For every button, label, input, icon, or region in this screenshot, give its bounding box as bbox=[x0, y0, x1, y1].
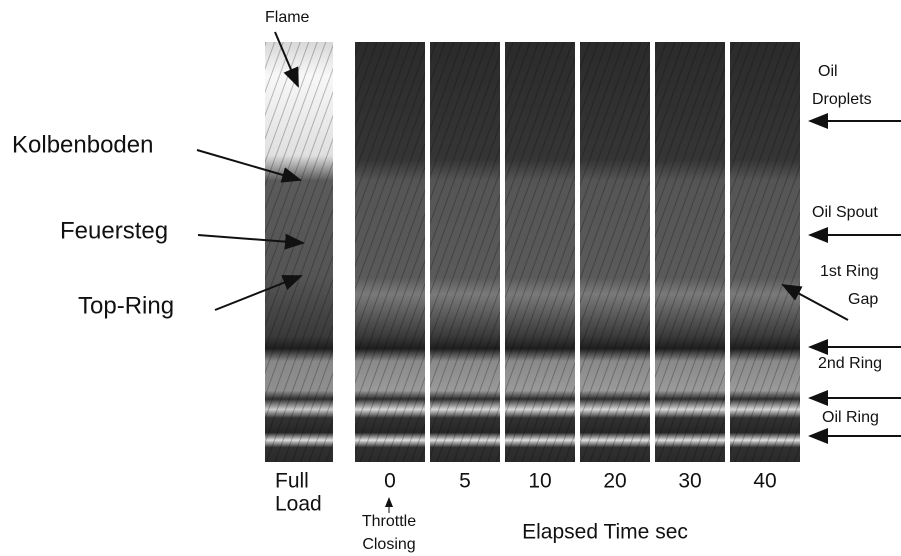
strip-texture bbox=[730, 42, 800, 462]
arrow bbox=[196, 149, 302, 183]
right-label: 1st Ring bbox=[820, 263, 879, 280]
arrow bbox=[274, 31, 299, 88]
right-label: Oil Ring bbox=[822, 409, 879, 426]
strip-label: 30 bbox=[678, 470, 701, 493]
strip-label: 40 bbox=[753, 470, 776, 493]
note: Throttle bbox=[362, 513, 416, 530]
left-label: Kolbenboden bbox=[12, 131, 153, 158]
arrow bbox=[214, 275, 303, 311]
strip-texture bbox=[505, 42, 575, 462]
right-label: Oil Spout bbox=[812, 204, 878, 221]
flame-label: Flame bbox=[265, 9, 310, 26]
arrow bbox=[197, 233, 305, 250]
right-label: Droplets bbox=[812, 91, 872, 108]
arrow bbox=[781, 284, 849, 321]
strip-texture bbox=[580, 42, 650, 462]
right-label: 2nd Ring bbox=[818, 355, 882, 372]
left-label: Top-Ring bbox=[78, 292, 174, 319]
right-label: Gap bbox=[848, 291, 878, 308]
right-label: Oil bbox=[818, 63, 838, 80]
strip-texture bbox=[655, 42, 725, 462]
note: Closing bbox=[362, 536, 415, 553]
axis-label: Elapsed Time sec bbox=[522, 521, 688, 544]
strip-label: 10 bbox=[528, 470, 551, 493]
left-label: Feuersteg bbox=[60, 217, 168, 244]
strip-label: 5 bbox=[459, 470, 471, 493]
strip-texture bbox=[355, 42, 425, 462]
strip-texture bbox=[430, 42, 500, 462]
strips bbox=[265, 42, 800, 462]
strip-label: 0 bbox=[384, 470, 396, 493]
strip-label: Full bbox=[275, 470, 309, 493]
strip-texture bbox=[265, 42, 333, 462]
strip-label: 20 bbox=[603, 470, 626, 493]
strip-label: Load bbox=[275, 493, 322, 516]
